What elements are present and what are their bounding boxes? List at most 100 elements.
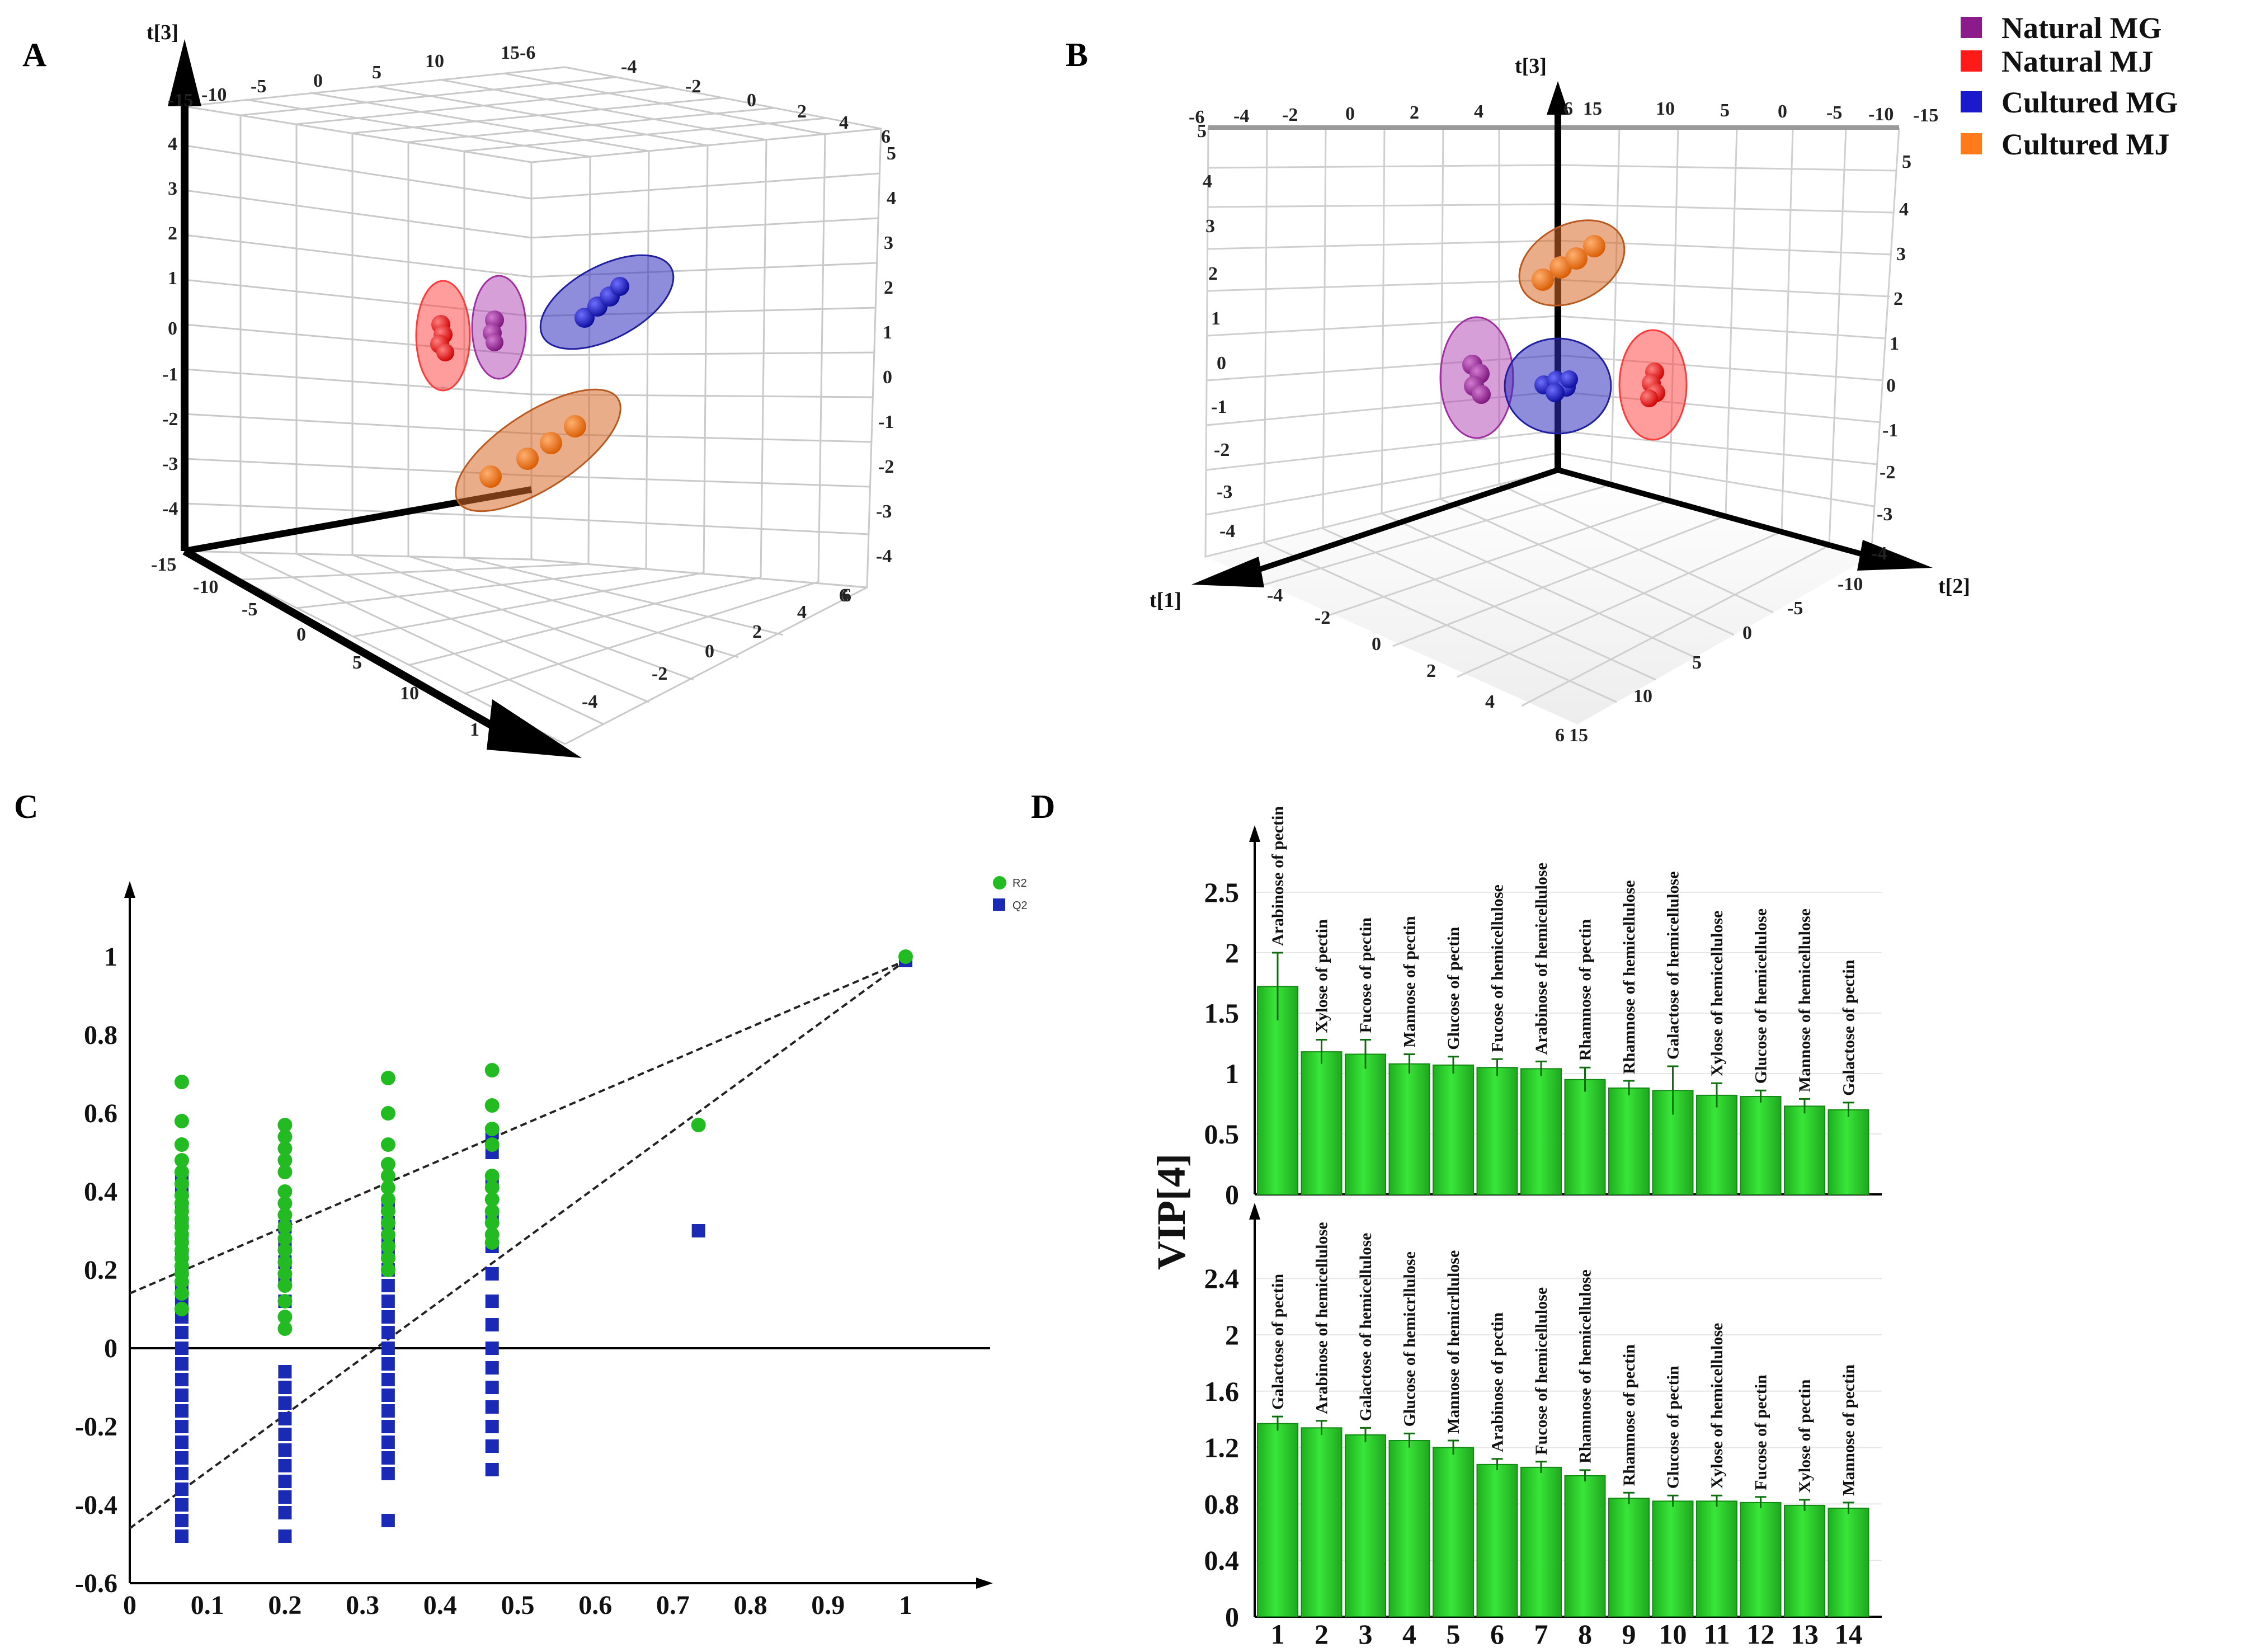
panel-b-bottom-right-tick: 10 (1633, 686, 1652, 707)
panel-c-q2-point (381, 1514, 395, 1527)
panel-a-right-tick: 1 (883, 322, 892, 343)
panel-c-r2-point (484, 1216, 500, 1230)
panel-d-top-bar (1476, 1067, 1518, 1195)
panel-d-bottom-x-tick: 12 (1747, 1618, 1775, 1650)
panel-a-top-tick: 6 (881, 126, 891, 147)
panel-c-r2-point (277, 1220, 293, 1234)
panel-d-top-bar (1520, 1068, 1562, 1195)
panel-d-top-y-tick: 2 (1225, 937, 1239, 968)
panel-a-grid (183, 66, 882, 745)
panel-a-top-tick: -5 (251, 76, 266, 97)
panel-c-r2-point (380, 1169, 395, 1183)
panel-d-top-bar (1301, 1051, 1343, 1195)
panel-c-r2-point (277, 1243, 293, 1258)
panel-b-bottom-left-tick: 2 (1426, 661, 1436, 681)
panel-d-top-y-arrow (1249, 825, 1260, 842)
panel-b-right-tick: -3 (1877, 504, 1892, 525)
panel-c-q2-point (278, 1459, 292, 1472)
panel-c-q2-point (381, 1420, 395, 1433)
panel-b-right-tick: 2 (1894, 289, 1903, 309)
panel-c-q2-point (278, 1490, 292, 1504)
panel-d-top-bar (1257, 986, 1298, 1195)
panel-a-top-tick: -10 (201, 84, 227, 105)
panel-c-q2-point (278, 1443, 292, 1457)
panel-c-r2-point (484, 1122, 500, 1136)
panel-b-top-tick: 4 (1474, 101, 1483, 122)
panel-b-right-tick: -1 (1882, 420, 1898, 441)
panel-d-bottom-bar (1388, 1440, 1430, 1617)
panel-c-q2-point (278, 1412, 292, 1425)
panel-c-q2-point (485, 1420, 499, 1433)
panel-b-left-tick: 2 (1208, 263, 1218, 284)
panel-b-left-tick: -1 (1211, 397, 1227, 417)
panel-c-r2-point (380, 1180, 395, 1195)
panel-c-q2-point (175, 1467, 189, 1480)
panel-b-bottom-left-tick: -2 (1315, 608, 1330, 628)
panel-c-legend-marker-r2 (993, 876, 1006, 889)
panel-c-r2-point (277, 1129, 293, 1144)
panel-c-r2-point (174, 1137, 189, 1152)
panel-a-bottom-ticks: -10 -5 0 5 10 1 6 4 2 0 -2 -4 (193, 577, 851, 740)
panel-b-left-tick: 5 (1197, 121, 1207, 142)
legend-swatch-cultured-mg (1961, 91, 1982, 112)
panel-b-left-tick: -4 (1219, 521, 1235, 542)
panel-c-r2-point (380, 1216, 395, 1230)
panel-a-bottom-tick: 1 (470, 719, 479, 740)
panel-c-x-tick: 0.9 (811, 1590, 845, 1620)
panel-c-r2-point (277, 1267, 293, 1281)
panel-c-permutation-plot: 0 0.1 0.2 0.3 0.4 0.5 0.6 0.7 0.8 0.9 1 -0.6 -0.4 -0.… (75, 876, 1028, 1620)
panel-b-left-tick: 4 (1203, 171, 1212, 192)
panel-d-bottom-bar-label: Galactose of hemicellulose (1356, 1233, 1375, 1422)
panel-a-left-tick: -1 (162, 364, 178, 385)
panel-c-y-tick: -0.6 (75, 1569, 117, 1598)
panel-a-right-tick: 3 (884, 233, 893, 253)
panel-c-y-tick: 0.2 (84, 1255, 117, 1285)
panel-d-bottom-bar-label: Rhamnose of hemicellulose (1576, 1269, 1595, 1463)
panel-d-bottom-bar-label: Rhamnose of pectin (1620, 1344, 1638, 1486)
panel-b-3d-score-plot: t[3] t[1] t[2] -6 -4 -2 0 2 4 6 15 10 5 … (1150, 54, 1970, 746)
panel-d-top-bar-label: Rhamnose of hemicellulose (1620, 880, 1638, 1074)
panel-a-bottom-tick: 6 (842, 585, 851, 606)
panel-a-bottom-tick: -2 (652, 663, 667, 684)
panel-c-q2-point (381, 1389, 395, 1402)
panel-c-r2-point (380, 1157, 395, 1171)
panel-c-legend-marker-q2 (993, 898, 1005, 911)
panel-c-y-tick: 0.4 (84, 1177, 117, 1207)
panel-c-r2-point (380, 1071, 395, 1085)
panel-a-bottom-tick: -10 (193, 577, 218, 597)
panel-c-q2-point (278, 1428, 292, 1441)
panel-c-q2-point (485, 1381, 499, 1394)
panel-c-r2-point (277, 1184, 293, 1199)
panel-b-axis-label-t3: t[3] (1515, 54, 1547, 78)
panel-c-ticks: 0 0.1 0.2 0.3 0.4 0.5 0.6 0.7 0.8 0.9 1 -0.6 -0.4 -0.… (75, 942, 912, 1620)
panel-c-r2-point (484, 1235, 500, 1250)
panel-c-r2-point (380, 1137, 395, 1152)
panel-c-x-tick: 0.7 (656, 1590, 690, 1620)
legend: Natural MG Natural MJ Cultured MG Cultur… (1961, 11, 2178, 161)
panel-b-top-tick: -4 (1233, 106, 1249, 126)
panel-d-bottom-bar (1652, 1500, 1694, 1618)
panel-c-q2-point (485, 1318, 499, 1331)
panel-c-r2-point (174, 1286, 189, 1301)
panel-c-x-tick: 0.2 (268, 1590, 302, 1620)
panel-d-bottom-x-tick: 14 (1835, 1618, 1863, 1650)
panel-b-axis-t1 (1238, 467, 1559, 579)
panel-c-q2-point (175, 1498, 189, 1512)
panel-d-top-chart: 0 0.5 1 1.5 2 2.5 Arabinose of pectin Xylose of… (1204, 806, 1882, 1210)
panel-c-r2-point (484, 1204, 500, 1218)
panel-a-top-tick: 4 (839, 112, 849, 133)
panel-b-bottom-right-tick: -10 (1838, 574, 1863, 595)
panel-c-x-tick: 0 (123, 1590, 136, 1620)
panel-d-bottom-y-tick: 0 (1225, 1601, 1239, 1632)
panel-a-bottom-tick: 10 (400, 683, 419, 704)
panel-c-legend: R2 Q2 (993, 876, 1028, 912)
panel-b-left-tick: 0 (1217, 353, 1226, 374)
panel-d-top-bar (1740, 1096, 1782, 1196)
panel-c-q2-point (175, 1482, 189, 1496)
panel-a-axis-label-t3: t[3] (147, 21, 178, 44)
panel-d-top-bar (1564, 1079, 1606, 1196)
panel-a-left-ticks: 4 3 2 1 0 -1 -2 -3 -4 -15 (151, 134, 178, 575)
panel-c-q2-point (175, 1404, 189, 1418)
panel-d-bottom-bar (1345, 1434, 1386, 1617)
panel-c-r2-point (277, 1165, 293, 1179)
